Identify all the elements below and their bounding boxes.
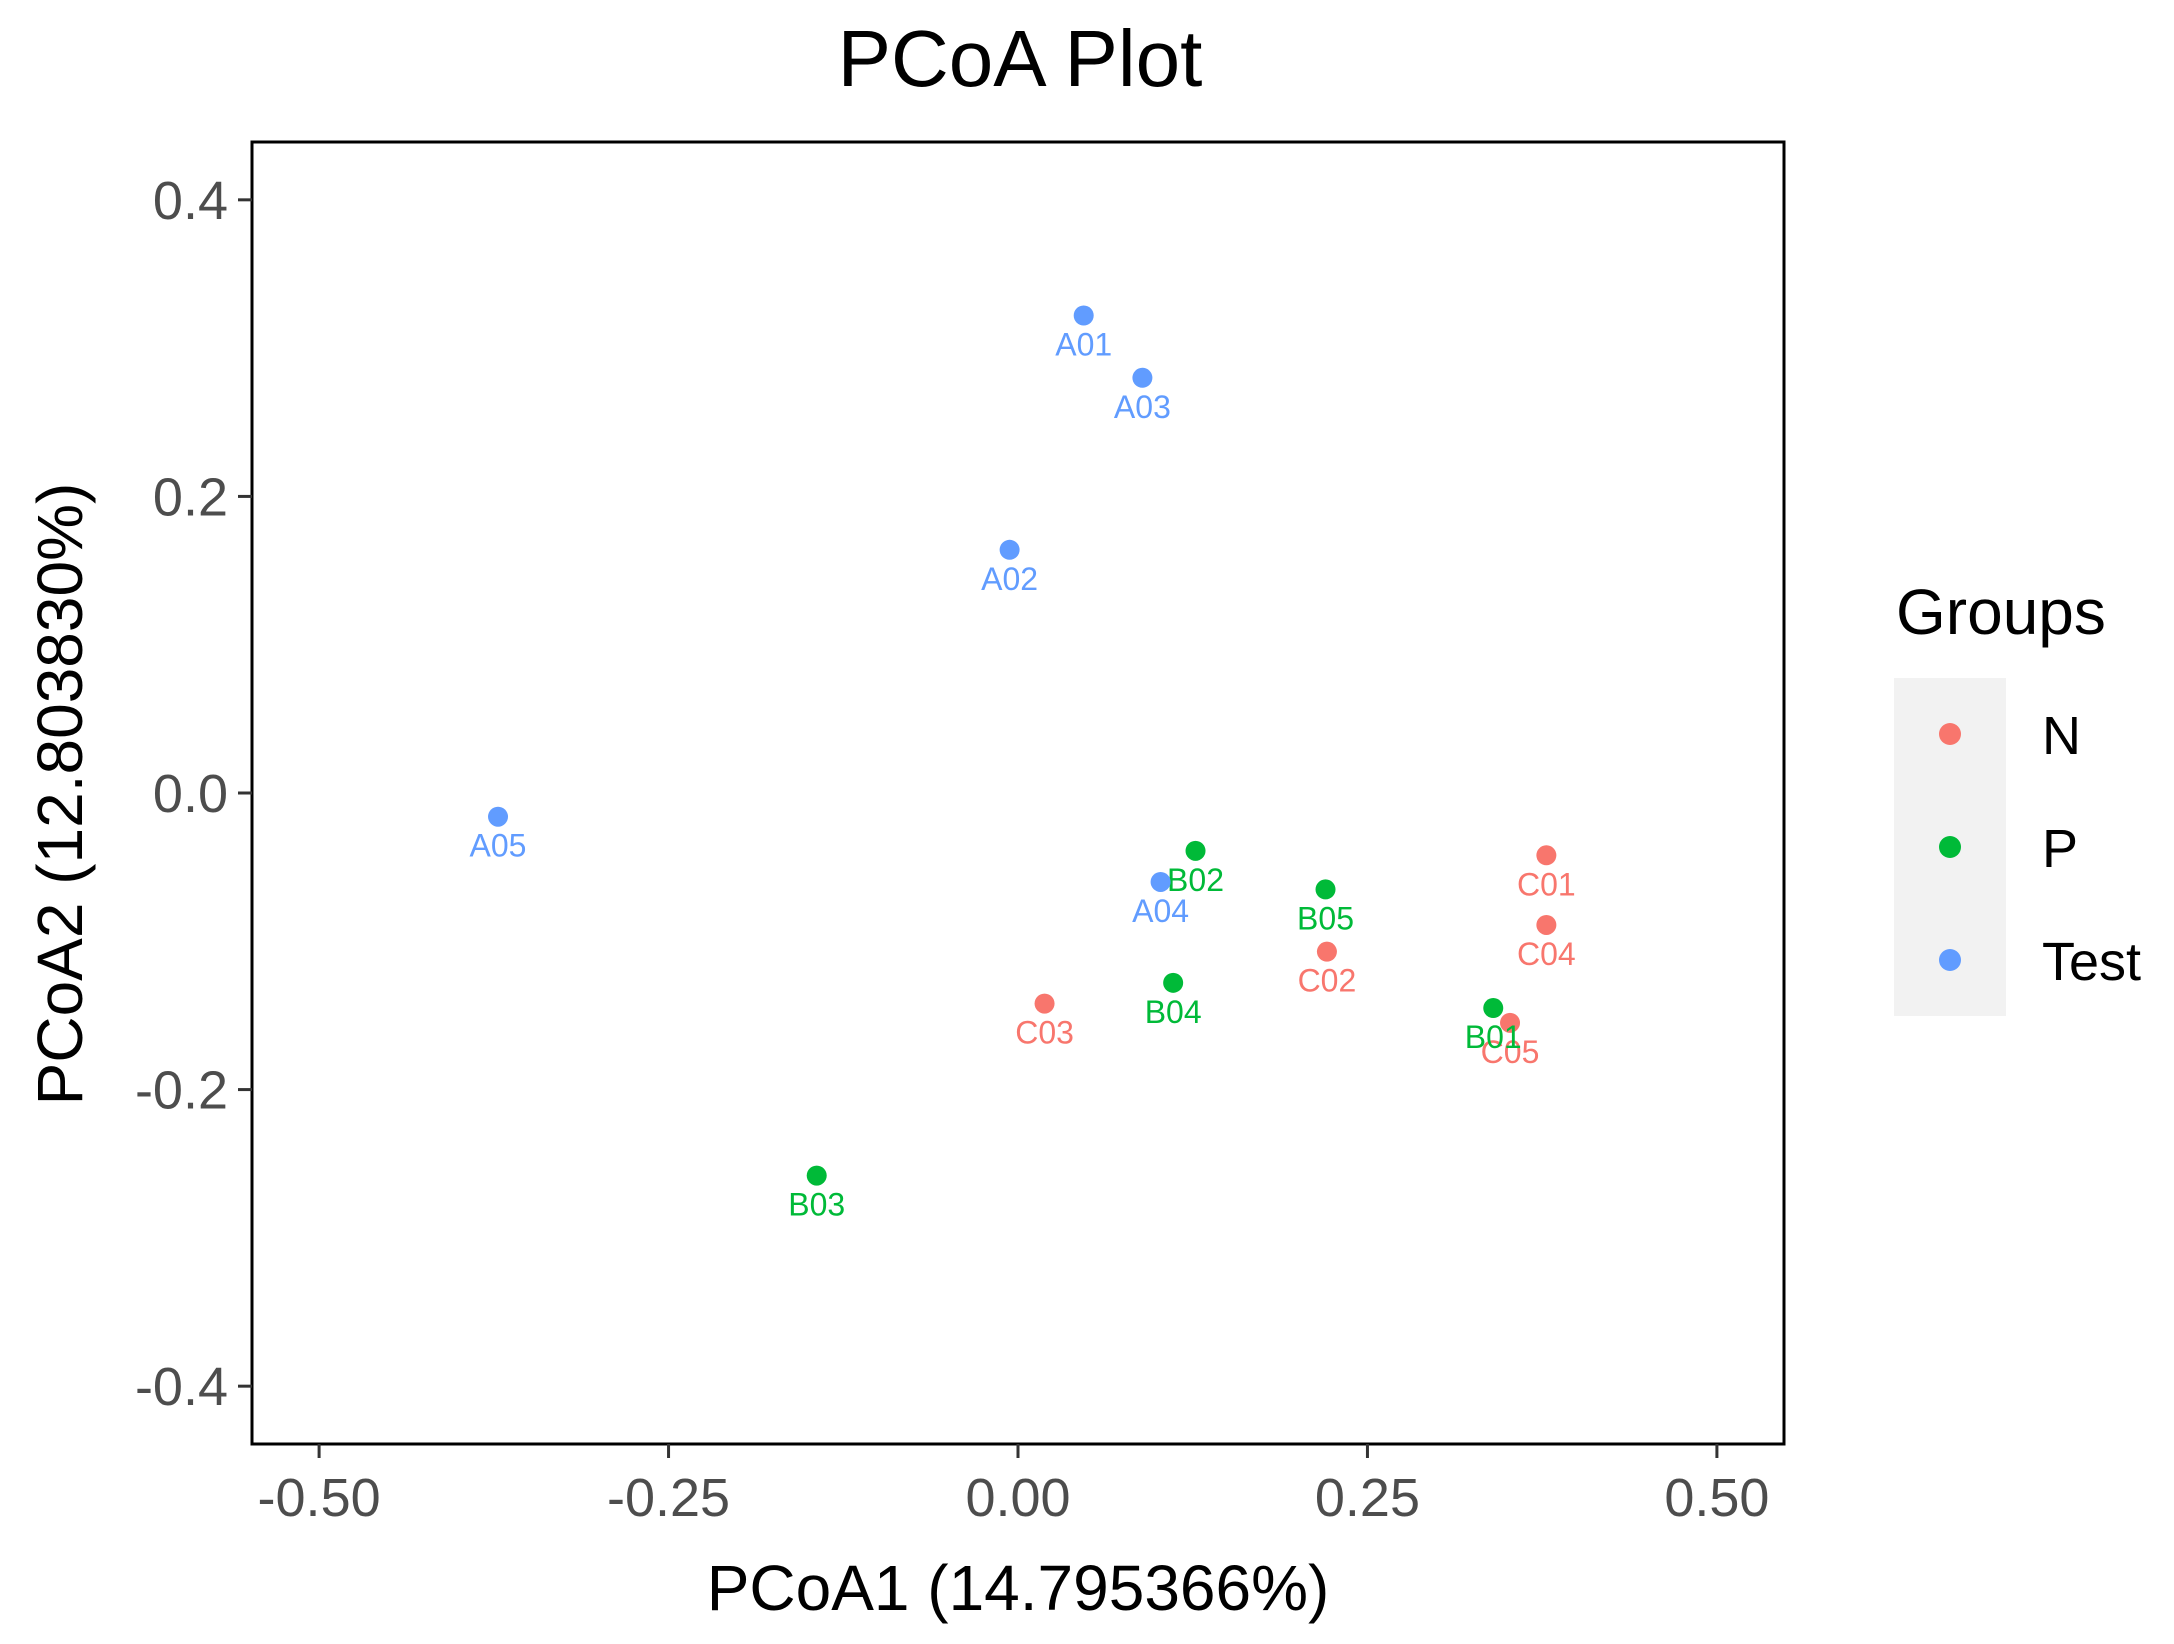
- point-c01: [1536, 845, 1557, 866]
- x-tick-label: -0.50: [258, 1468, 381, 1528]
- point-label-a05: A05: [470, 828, 527, 864]
- point-label-c01: C01: [1517, 866, 1576, 902]
- point-b04: [1163, 972, 1184, 993]
- legend-title: Groups: [1896, 576, 2106, 648]
- point-label-b05: B05: [1297, 900, 1354, 936]
- point-c03: [1034, 993, 1055, 1014]
- point-c04: [1536, 914, 1557, 935]
- point-label-b03: B03: [788, 1187, 845, 1223]
- x-tick-label: 0.25: [1315, 1468, 1420, 1528]
- y-tick-label: 0.2: [153, 467, 228, 527]
- y-axis-ticks: -0.4 -0.2 0.0 0.2 0.4: [135, 171, 252, 1417]
- legend-label-n: N: [2042, 706, 2081, 766]
- y-tick-label: 0.0: [153, 764, 228, 824]
- point-label-a02: A02: [981, 561, 1038, 597]
- point-label-b04: B04: [1145, 994, 1202, 1030]
- x-tick-label: 0.50: [1664, 1468, 1769, 1528]
- point-a04: [1150, 871, 1171, 892]
- point-label-c05: C05: [1481, 1034, 1540, 1070]
- point-a01: [1073, 305, 1094, 326]
- y-tick-label: 0.4: [153, 171, 228, 231]
- point-label-a04: A04: [1132, 893, 1189, 929]
- point-label-b02: B02: [1167, 862, 1224, 898]
- point-label-b01: B01: [1465, 1019, 1522, 1055]
- legend-label-p: P: [2042, 819, 2078, 879]
- point-c02: [1316, 941, 1337, 962]
- point-c05: [1500, 1012, 1521, 1033]
- legend-label-test: Test: [2042, 932, 2141, 992]
- legend-key-n: [1939, 723, 1961, 745]
- x-tick-label: 0.00: [965, 1468, 1070, 1528]
- point-label-c04: C04: [1517, 936, 1576, 972]
- chart-title: PCoA Plot: [838, 14, 1203, 103]
- legend-key-test: [1939, 949, 1961, 971]
- x-tick-label: -0.25: [607, 1468, 730, 1528]
- legend-key-p: [1939, 836, 1961, 858]
- y-tick-label: -0.4: [135, 1357, 228, 1417]
- point-label-a03: A03: [1114, 389, 1171, 425]
- point-b01: [1483, 998, 1504, 1019]
- legend: Groups NP Test: [1894, 576, 2141, 1016]
- point-label-a01: A01: [1055, 327, 1112, 363]
- point-label-c03: C03: [1015, 1015, 1074, 1051]
- y-tick-label: -0.2: [135, 1061, 228, 1121]
- point-b03: [806, 1165, 827, 1186]
- point-a02: [999, 539, 1020, 560]
- point-label-c02: C02: [1298, 963, 1357, 999]
- point-b02: [1185, 840, 1206, 861]
- point-a03: [1132, 367, 1153, 388]
- point-b05: [1315, 879, 1336, 900]
- point-a05: [488, 806, 509, 827]
- x-axis-ticks: -0.50 -0.25 0.00 0.25 0.50: [258, 1444, 1769, 1528]
- plot-panel: [250, 140, 1786, 1446]
- y-axis-title: PCoA2 (12.803830%): [24, 483, 96, 1106]
- x-axis-title: PCoA1 (14.795366%): [707, 1552, 1330, 1624]
